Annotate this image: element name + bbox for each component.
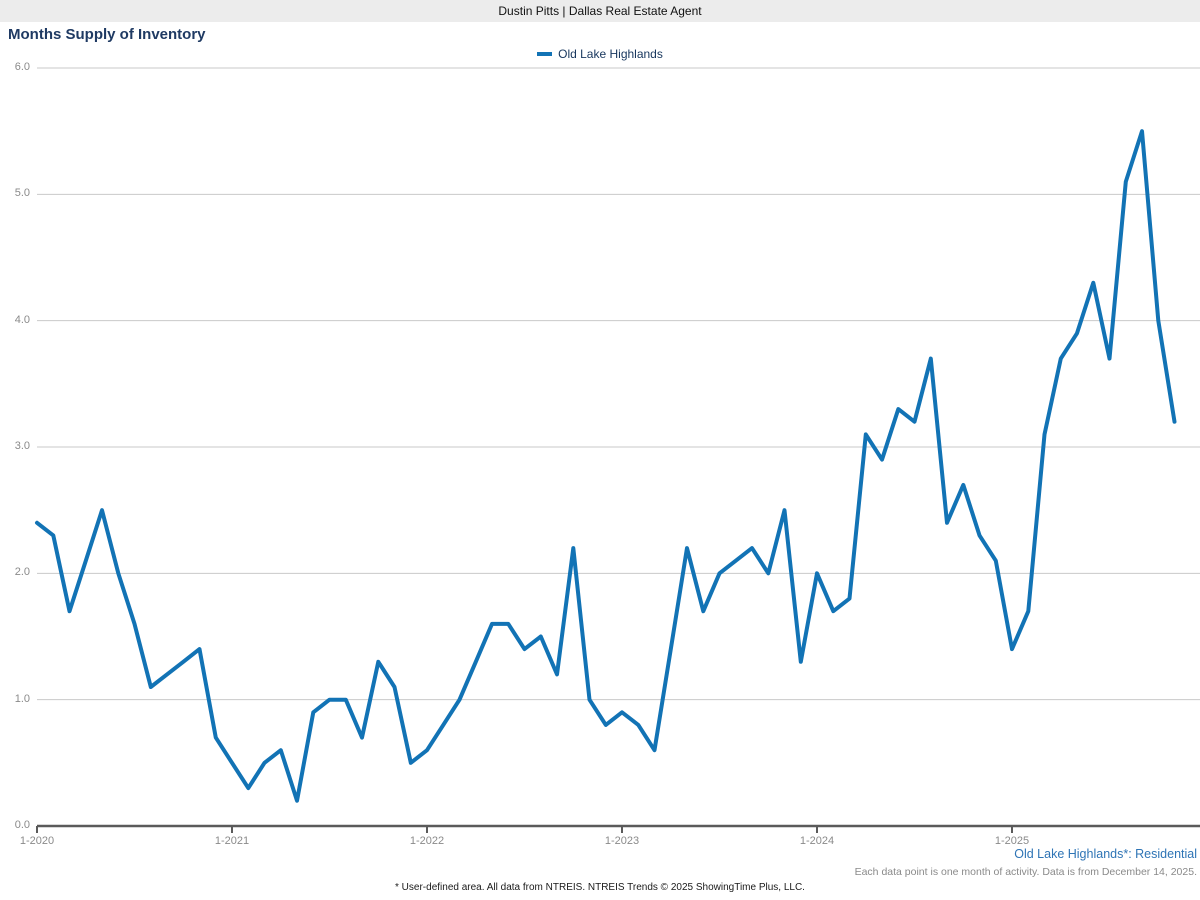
x-axis-label-1-2023: 1-2023 (604, 835, 640, 847)
y-axis-label-3.0: 3.0 (14, 440, 30, 452)
chart-title: Months Supply of Inventory (8, 26, 206, 43)
x-axis-label-1-2024: 1-2024 (799, 835, 835, 847)
footer-data-note: Each data point is one month of activity… (854, 866, 1197, 878)
x-axis-label-1-2022: 1-2022 (409, 835, 445, 847)
site-header: Dustin Pitts | Dallas Real Estate Agent (0, 0, 1200, 22)
x-axis-label-1-2025: 1-2025 (994, 835, 1030, 847)
y-axis-label-1.0: 1.0 (14, 692, 30, 705)
site-header-title: Dustin Pitts | Dallas Real Estate Agent (498, 4, 702, 18)
x-axis-label-1-2020: 1-2020 (19, 835, 55, 847)
y-axis-label-5.0: 5.0 (14, 187, 30, 200)
y-axis-label-0.0: 0.0 (14, 819, 30, 831)
legend-line-swatch (537, 52, 553, 56)
footer-disclaimer: * User-defined area. All data from NTREI… (395, 882, 805, 893)
chart-legend: Old Lake Highlands (0, 46, 1200, 62)
y-axis-label-6.0: 6.0 (14, 61, 30, 74)
y-axis-label-2.0: 2.0 (14, 566, 30, 579)
x-axis-label-1-2021: 1-2021 (214, 835, 250, 847)
legend-series-label: Old Lake Highlands (558, 47, 663, 61)
footer-series-note: Old Lake Highlands*: Residential (1014, 847, 1197, 861)
y-axis-label-4.0: 4.0 (14, 313, 30, 326)
series-line-old-lake-highlands (35, 129, 1177, 803)
